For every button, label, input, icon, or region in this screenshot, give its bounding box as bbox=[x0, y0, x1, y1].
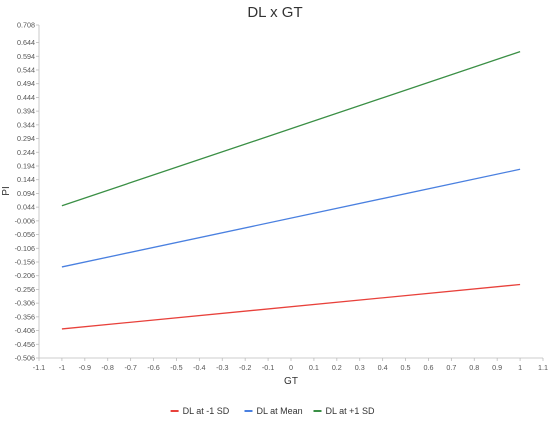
series-line-1 bbox=[61, 283, 521, 330]
y-tick-label: 0.244 bbox=[17, 148, 35, 157]
y-tick-label: 0.044 bbox=[17, 203, 35, 212]
y-tick-label: 0.494 bbox=[17, 79, 35, 88]
y-tick-label: -0.256 bbox=[15, 285, 35, 294]
x-tick-label: -1.1 bbox=[33, 363, 45, 372]
y-tick-label: -0.456 bbox=[15, 340, 35, 349]
legend-item: DL at Mean bbox=[244, 406, 303, 416]
x-tick-label: -0.5 bbox=[170, 363, 182, 372]
y-tick-label: -0.206 bbox=[15, 271, 35, 280]
x-tick-label: -0.3 bbox=[216, 363, 228, 372]
x-tick-label: -0.6 bbox=[147, 363, 159, 372]
legend-label: DL at Mean bbox=[257, 406, 303, 416]
y-tick-label: -0.506 bbox=[15, 354, 35, 363]
x-tick-label: 0.4 bbox=[378, 363, 388, 372]
axes bbox=[38, 25, 543, 359]
y-tick-label: 0.394 bbox=[17, 107, 35, 116]
x-tick-label: 0.5 bbox=[401, 363, 411, 372]
legend-item: DL at +1 SD bbox=[313, 406, 375, 416]
x-axis-ticks: -1.1 -1 -0.9 -0.8 -0.7 -0.6 -0.5 -0.4 -0.3 -0.2 -0… bbox=[33, 358, 548, 372]
y-tick-label: 0.594 bbox=[17, 52, 35, 61]
legend: DL at -1 SD DL at Mean DL at +1 SD bbox=[170, 406, 375, 416]
x-tick-label: -0.4 bbox=[193, 363, 205, 372]
y-tick-label: 0.544 bbox=[17, 65, 35, 74]
x-tick-label: 0.7 bbox=[446, 363, 456, 372]
y-axis-ticks: 0.708 0.644 0.594 0.544 0.494 0.444 0.394 0.344… bbox=[15, 21, 39, 363]
x-tick-label: -0.9 bbox=[79, 363, 91, 372]
y-tick-label: -0.006 bbox=[15, 216, 35, 225]
y-tick-label: 0.344 bbox=[17, 120, 35, 129]
x-tick-label: 0.8 bbox=[469, 363, 479, 372]
x-tick-label: -0.2 bbox=[239, 363, 251, 372]
x-tick-label: 0.9 bbox=[492, 363, 502, 372]
series-line-2 bbox=[61, 168, 521, 268]
series-lines bbox=[61, 50, 521, 330]
y-axis-title: PI bbox=[1, 186, 12, 195]
y-tick-label: -0.306 bbox=[15, 299, 35, 308]
x-tick-label: -1 bbox=[59, 363, 65, 372]
x-tick-label: -0.1 bbox=[262, 363, 274, 372]
x-tick-label: -0.8 bbox=[102, 363, 114, 372]
x-tick-label: 0.3 bbox=[355, 363, 365, 372]
x-tick-label: -0.7 bbox=[124, 363, 136, 372]
x-tick-label: 0.1 bbox=[309, 363, 319, 372]
y-tick-label: -0.156 bbox=[15, 257, 35, 266]
y-tick-label: 0.708 bbox=[17, 21, 35, 30]
y-tick-label: 0.094 bbox=[17, 189, 35, 198]
x-tick-label: 0.2 bbox=[332, 363, 342, 372]
y-tick-label: -0.406 bbox=[15, 326, 35, 335]
series-line-3 bbox=[61, 50, 521, 207]
x-tick-label: 0.6 bbox=[423, 363, 433, 372]
y-tick-label: 0.144 bbox=[17, 175, 35, 184]
y-tick-label: 0.194 bbox=[17, 161, 35, 170]
legend-label: DL at +1 SD bbox=[326, 406, 375, 416]
y-tick-label: 0.444 bbox=[17, 93, 35, 102]
x-axis-title: GT bbox=[284, 376, 298, 387]
y-tick-label: 0.644 bbox=[17, 38, 35, 47]
x-tick-label: 1.1 bbox=[538, 363, 548, 372]
x-tick-label: 1 bbox=[518, 363, 522, 372]
y-tick-label: -0.356 bbox=[15, 312, 35, 321]
y-tick-label: -0.056 bbox=[15, 230, 35, 239]
legend-item: DL at -1 SD bbox=[170, 406, 230, 416]
x-tick-label: 0 bbox=[289, 363, 293, 372]
chart-title: DL x GT bbox=[247, 4, 302, 21]
y-tick-label: -0.106 bbox=[15, 244, 35, 253]
y-tick-label: 0.294 bbox=[17, 134, 35, 143]
legend-label: DL at -1 SD bbox=[183, 406, 230, 416]
